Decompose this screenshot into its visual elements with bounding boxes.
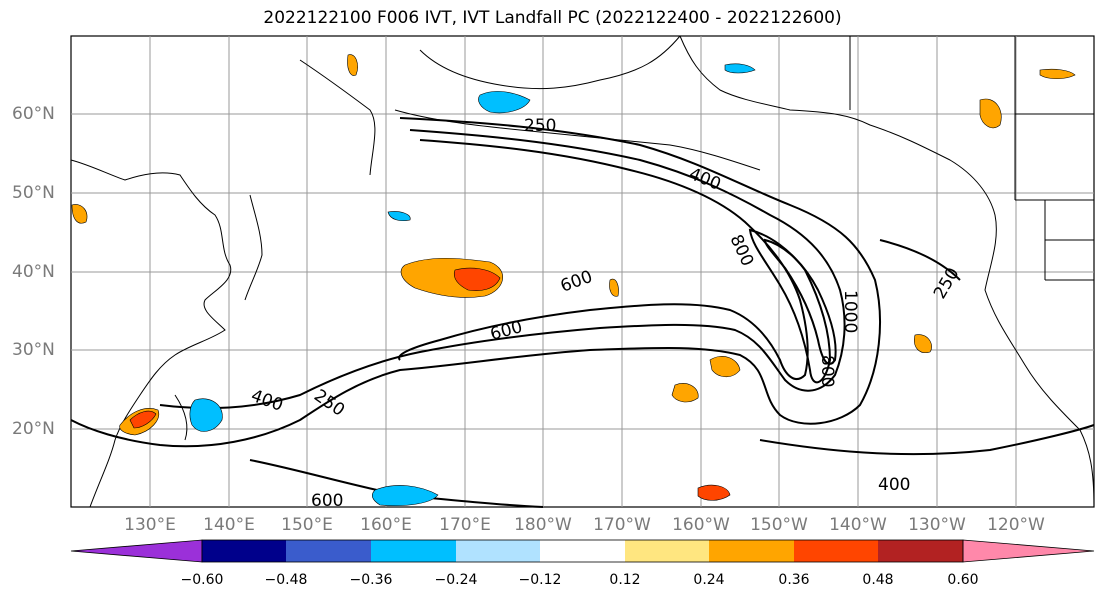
kamchatka-coast bbox=[299, 59, 376, 176]
lon-label: 150°W bbox=[750, 515, 808, 535]
colorbar-swatch bbox=[202, 540, 286, 562]
lon-label: 160°E bbox=[360, 515, 412, 535]
asia-coast bbox=[70, 159, 232, 508]
contour-label: 1000 bbox=[840, 290, 860, 333]
taiwan-coast bbox=[174, 394, 188, 441]
patch-negative-4 bbox=[724, 63, 756, 74]
lon-label: 130°E bbox=[124, 515, 176, 535]
contour-250-east bbox=[879, 239, 961, 281]
contour-label: 250 bbox=[524, 116, 556, 136]
colorbar-extend-high bbox=[962, 539, 1095, 563]
colorbar-extend-low bbox=[70, 539, 203, 563]
patch-negative-1 bbox=[189, 398, 223, 432]
patch-positive-2 bbox=[453, 267, 501, 291]
alaska-north-coast bbox=[419, 35, 681, 90]
colorbar-outline bbox=[201, 539, 964, 563]
contour-250 bbox=[70, 117, 881, 448]
north-america-coast bbox=[679, 35, 1095, 508]
colorbar bbox=[70, 539, 1095, 563]
colorbar-tick-label: −0.60 bbox=[180, 572, 224, 588]
patch-positive-12 bbox=[1039, 68, 1076, 80]
pc-patches bbox=[71, 54, 1076, 506]
contour-600 bbox=[398, 139, 809, 380]
colorbar-tick-label: 0.48 bbox=[862, 572, 894, 588]
patch-positive-6 bbox=[671, 383, 699, 403]
map-title: 2022122100 F006 IVT, IVT Landfall PC (20… bbox=[263, 8, 842, 28]
colorbar-swatch bbox=[540, 540, 625, 562]
colorbar-swatch bbox=[625, 540, 709, 562]
colorbar-swatch bbox=[709, 540, 794, 562]
lon-label: 160°W bbox=[672, 515, 730, 535]
contour-400 bbox=[159, 129, 846, 409]
colorbar-tick-label: −0.12 bbox=[518, 572, 562, 588]
lon-label: 150°E bbox=[281, 515, 333, 535]
contour-label: 400 bbox=[878, 475, 910, 495]
colorbar-tick-label: 0.36 bbox=[778, 572, 810, 588]
contour-1000 bbox=[763, 238, 837, 365]
patch-positive-8 bbox=[979, 98, 1002, 129]
colorbar-swatch bbox=[371, 540, 456, 562]
patch-positive-4 bbox=[129, 410, 157, 429]
lat-label: 30°N bbox=[12, 340, 55, 360]
colorbar-tick-label: −0.36 bbox=[349, 572, 393, 588]
patch-positive-9 bbox=[914, 334, 932, 353]
lon-label: 170°W bbox=[593, 515, 651, 535]
contour-label: 800 bbox=[817, 355, 837, 387]
japan-coast bbox=[244, 194, 263, 301]
lon-label: 170°E bbox=[439, 515, 491, 535]
patch-positive-7 bbox=[697, 484, 731, 501]
lon-label: 140°E bbox=[203, 515, 255, 535]
ivt-contours bbox=[70, 117, 1095, 508]
lon-label: 130°W bbox=[908, 515, 966, 535]
political-borders bbox=[849, 36, 1094, 281]
lat-label: 50°N bbox=[12, 183, 55, 203]
colorbar-swatch bbox=[878, 540, 963, 562]
patch-positive-13 bbox=[609, 278, 619, 297]
colorbar-swatch bbox=[794, 540, 878, 562]
patch-positive-11 bbox=[347, 54, 358, 76]
colorbar-tick-label: −0.48 bbox=[264, 572, 308, 588]
patch-positive-5 bbox=[709, 356, 741, 378]
lon-label: 120°W bbox=[987, 515, 1045, 535]
lat-label: 20°N bbox=[12, 419, 55, 439]
contour-label: 600 bbox=[311, 491, 343, 511]
colorbar-swatch bbox=[456, 540, 540, 562]
patch-positive-10 bbox=[71, 204, 88, 224]
colorbar-tick-label: 0.12 bbox=[609, 572, 641, 588]
lon-label: 180°W bbox=[514, 515, 572, 535]
lon-label: 140°W bbox=[829, 515, 887, 535]
lat-label: 60°N bbox=[12, 104, 55, 124]
patch-negative-3 bbox=[371, 485, 439, 506]
patch-negative-5 bbox=[387, 211, 411, 222]
lat-label: 40°N bbox=[12, 262, 55, 282]
patch-negative-2 bbox=[478, 91, 531, 114]
colorbar-tick-label: 0.60 bbox=[947, 572, 979, 588]
colorbar-tick-label: 0.24 bbox=[693, 572, 725, 588]
colorbar-tick-label: −0.24 bbox=[434, 572, 478, 588]
contour-southeast bbox=[759, 424, 1095, 456]
colorbar-swatch bbox=[286, 540, 371, 562]
